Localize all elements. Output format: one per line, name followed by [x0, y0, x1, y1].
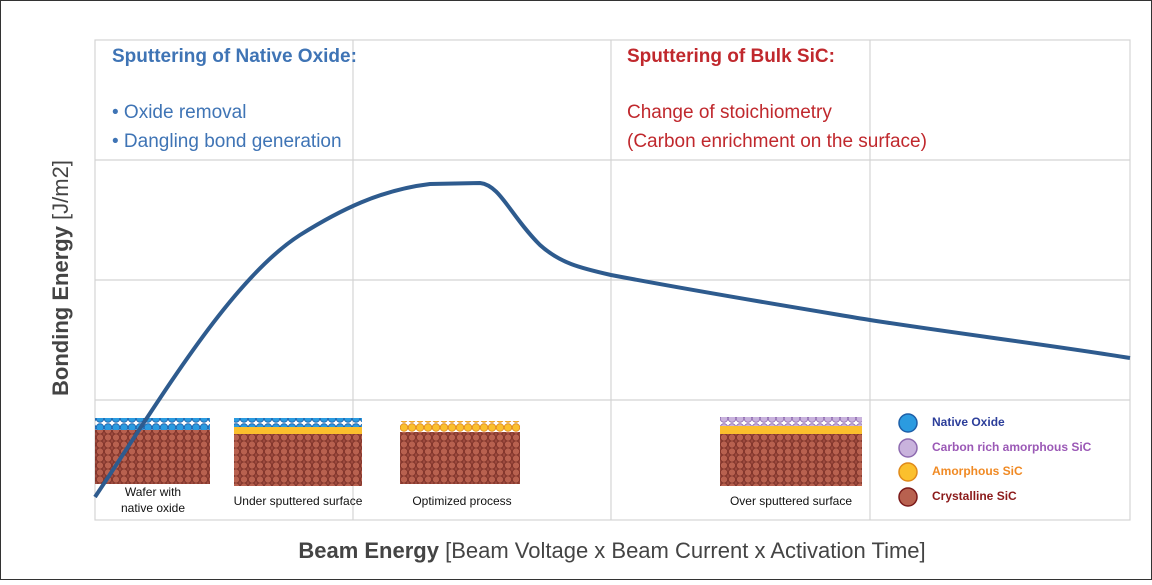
region-line: • Oxide removal	[112, 102, 246, 123]
y-label-main: Bonding Energy	[48, 225, 73, 396]
y-axis-label: Bonding Energy [J/m2]	[48, 160, 73, 396]
legend-label: Carbon rich amorphous SiC	[932, 440, 1092, 454]
wafer-label: Wafer with	[125, 485, 181, 499]
diagram: Wafer with native oxide Under sputtered …	[0, 0, 1152, 580]
wafer-label: Optimized process	[412, 494, 511, 508]
legend-label: Amorphous SiC	[932, 464, 1023, 478]
wafer-label: Over sputtered surface	[730, 494, 852, 508]
wafer-label: native oxide	[121, 501, 185, 515]
wafer-label: Under sputtered surface	[234, 494, 363, 508]
region-title: Sputtering of Bulk SiC:	[627, 46, 835, 67]
x-axis-label: Beam Energy [Beam Voltage x Beam Current…	[298, 538, 925, 563]
x-label-main: Beam Energy	[298, 538, 439, 563]
x-label-unit: [Beam Voltage x Beam Current x Activatio…	[439, 538, 926, 563]
y-label-unit: [J/m2]	[48, 160, 73, 226]
legend-label: Crystalline SiC	[932, 489, 1017, 503]
region-title: Sputtering of Native Oxide:	[112, 46, 357, 67]
region-line: (Carbon enrichment on the surface)	[627, 131, 927, 152]
region-line: Change of stoichiometry	[627, 102, 832, 123]
region-line: • Dangling bond generation	[112, 131, 342, 152]
legend-label: Native Oxide	[932, 415, 1005, 429]
